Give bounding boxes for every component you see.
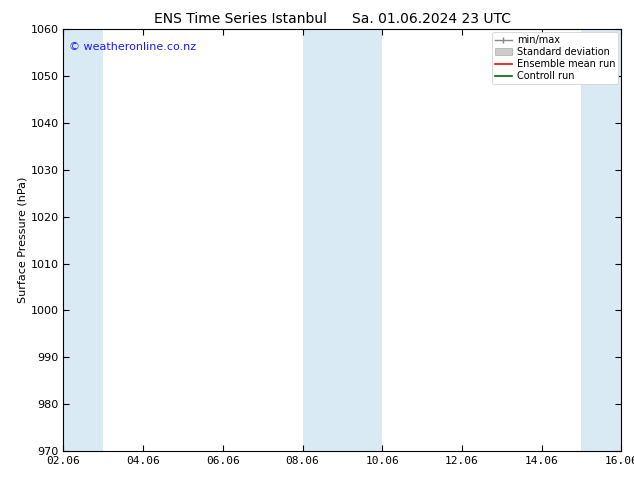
Bar <box>63 29 103 451</box>
Legend: min/max, Standard deviation, Ensemble mean run, Controll run: min/max, Standard deviation, Ensemble me… <box>492 32 618 84</box>
Text: Sa. 01.06.2024 23 UTC: Sa. 01.06.2024 23 UTC <box>352 12 510 26</box>
Y-axis label: Surface Pressure (hPa): Surface Pressure (hPa) <box>18 177 28 303</box>
Bar <box>302 29 382 451</box>
Text: ENS Time Series Istanbul: ENS Time Series Istanbul <box>155 12 327 26</box>
Bar <box>581 29 621 451</box>
Text: © weatheronline.co.nz: © weatheronline.co.nz <box>69 42 196 52</box>
